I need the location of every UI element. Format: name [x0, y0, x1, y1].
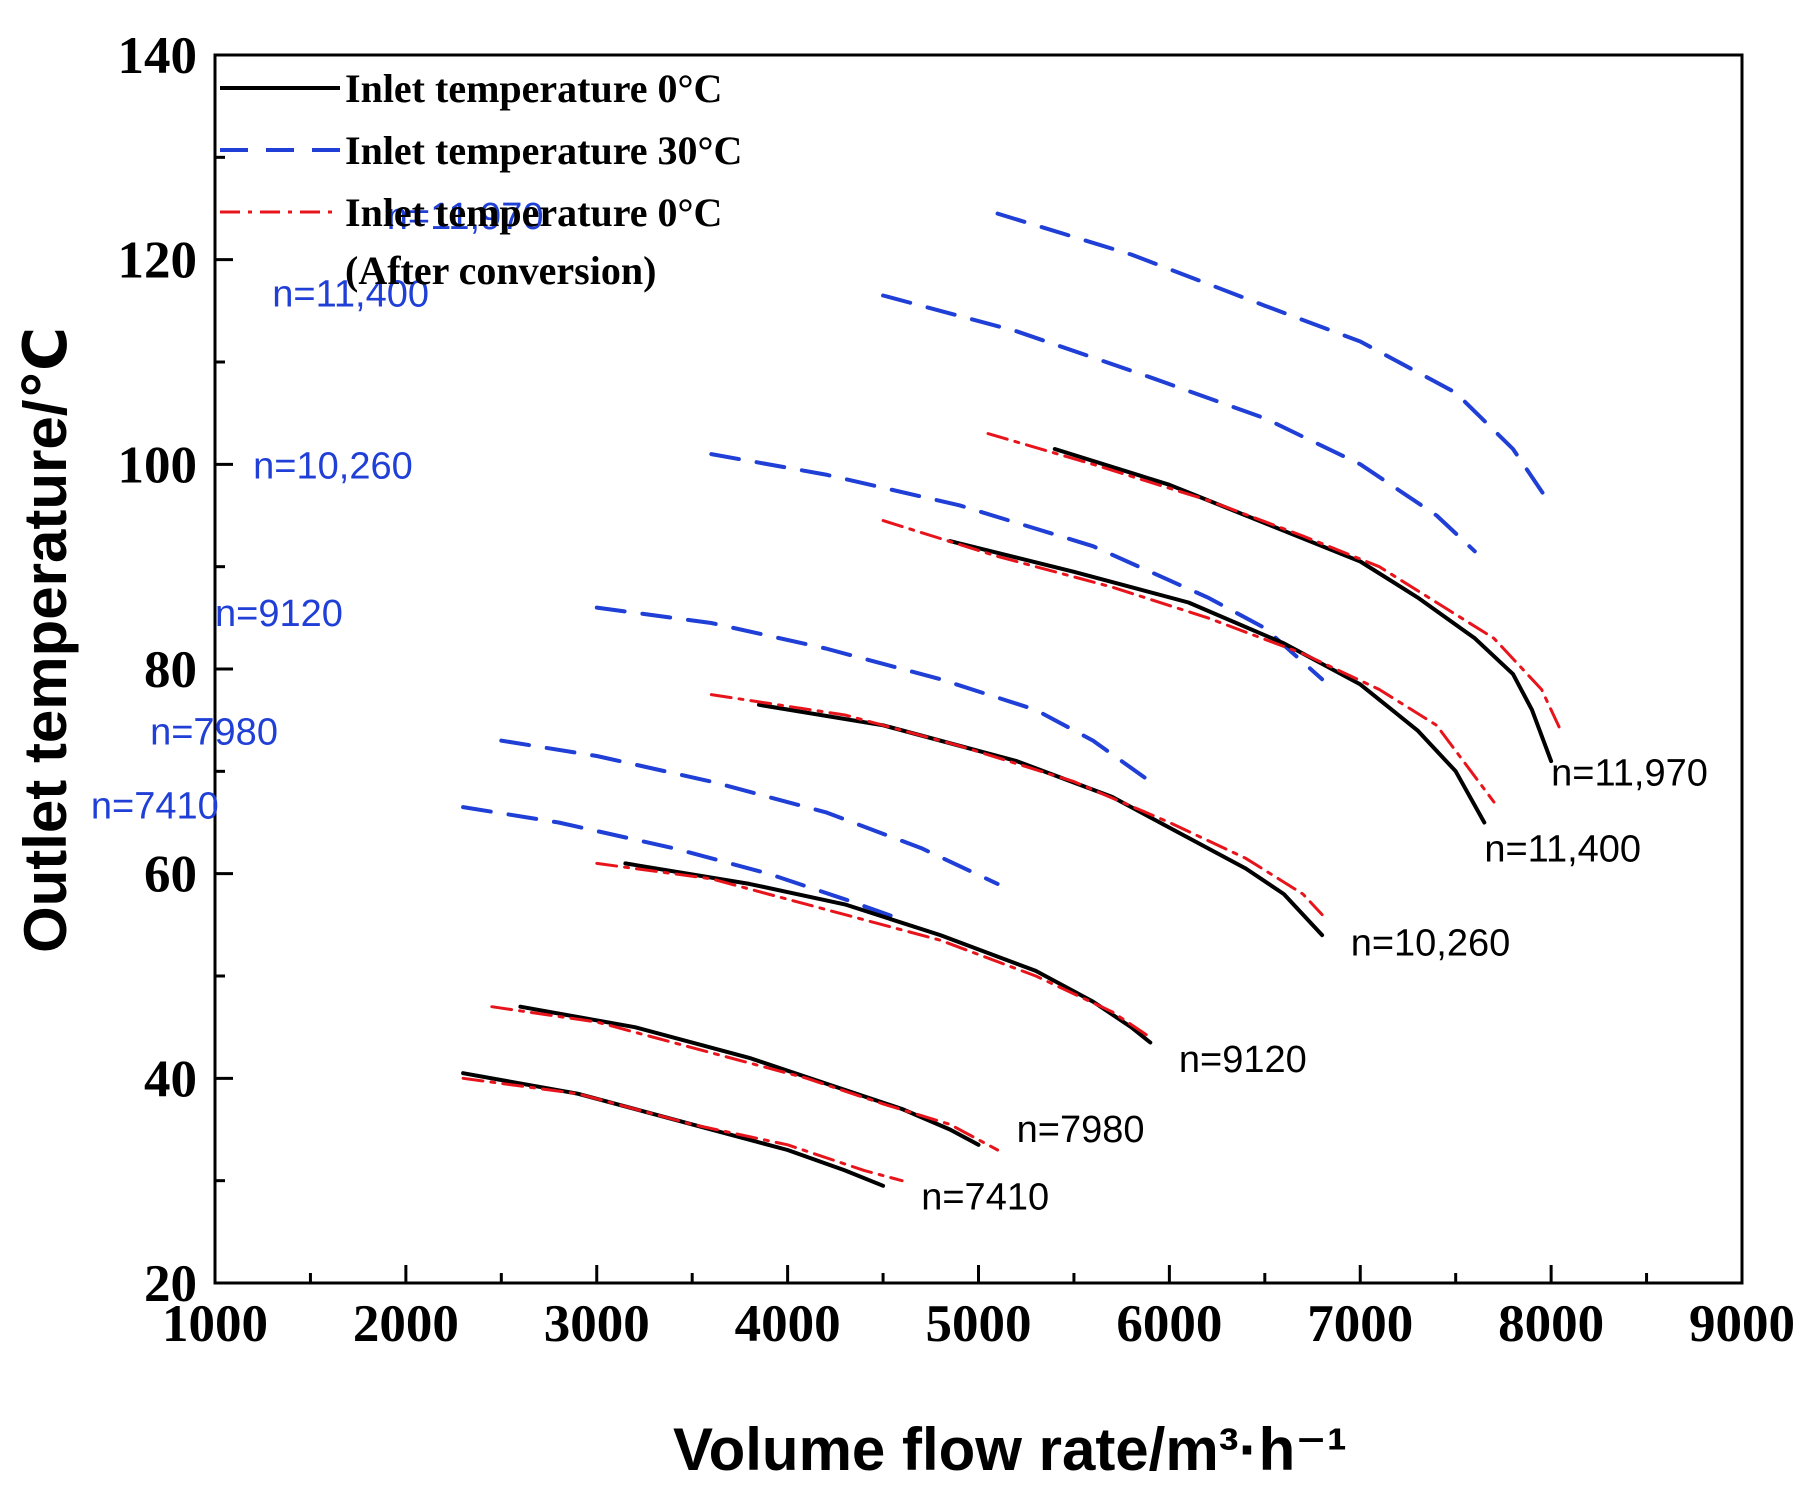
- curve-label-30c-4: n=7980: [150, 712, 278, 754]
- y-tick-label-120: 120: [118, 232, 198, 290]
- legend: Inlet temperature 0°C Inlet temperature …: [220, 66, 742, 293]
- series-0c-conv-4: [490, 1005, 1000, 1152]
- x-tick-label-5000: 5000: [926, 1295, 1032, 1353]
- series-0c-5: [461, 1071, 886, 1188]
- series-0c-3: [623, 861, 1153, 1045]
- series-0c-conv-5: [461, 1076, 904, 1183]
- legend-label-2-line2: (After conversion): [345, 248, 656, 293]
- x-tick-label-9000: 9000: [1689, 1295, 1795, 1353]
- curve-labels: n=11,970 n=11,400 n=10,260 n=9120 n=7980 n=74…: [91, 196, 1708, 1218]
- series-0c-0: [1052, 447, 1554, 764]
- curve-label-30c-3: n=9120: [215, 593, 343, 635]
- curve-label-0c-11: n=7410: [921, 1176, 1049, 1218]
- series-30c-1: [881, 293, 1477, 554]
- x-tick-label-1000: 1000: [162, 1295, 268, 1353]
- series-30c-0: [995, 211, 1554, 508]
- x-axis-title: Volume flow rate/m³·h⁻¹: [673, 1416, 1347, 1483]
- series-0c-4: [518, 1004, 981, 1147]
- series-30c-4: [499, 738, 1000, 886]
- x-tick-label-2000: 2000: [353, 1295, 459, 1353]
- legend-label-1: Inlet temperature 30°C: [345, 128, 742, 173]
- axes: 1000 2000 3000 4000 5000 6000 7000 8000 9000 20 40…: [118, 27, 1796, 1353]
- series-0c-conv-2: [709, 693, 1324, 917]
- y-tick-label-140: 140: [118, 27, 198, 85]
- curve-label-0c-10: n=7980: [1017, 1109, 1145, 1151]
- curve-label-0c-7: n=11,400: [1484, 828, 1641, 870]
- series-0c-conv-3: [595, 861, 1152, 1039]
- series-30c-3: [594, 605, 1153, 784]
- y-axis-title: Outlet temperature/℃: [12, 327, 79, 953]
- x-tick-label-7000: 7000: [1307, 1295, 1413, 1353]
- legend-label-2: Inlet temperature 0°C: [345, 190, 722, 235]
- curve-label-0c-6: n=11,970: [1551, 753, 1708, 795]
- y-tick-label-80: 80: [144, 641, 197, 699]
- series-30c-2: [709, 452, 1325, 682]
- x-tick-label-3000: 3000: [544, 1295, 650, 1353]
- y-tick-label-20: 20: [144, 1255, 197, 1313]
- x-tick-label-8000: 8000: [1498, 1295, 1604, 1353]
- series-0c-2: [757, 702, 1325, 938]
- series-0c-1: [947, 539, 1487, 825]
- series-0c-conv-0: [986, 432, 1563, 732]
- curve-label-30c-0: n=11,970: [387, 196, 544, 238]
- y-tick-label-40: 40: [144, 1050, 197, 1108]
- curve-label-30c-5: n=7410: [91, 785, 219, 827]
- y-tick-label-60: 60: [144, 846, 197, 904]
- curve-label-30c-1: n=11,400: [272, 274, 429, 316]
- plot-frame: [213, 53, 1744, 1285]
- curve-label-0c-9: n=9120: [1179, 1039, 1307, 1081]
- x-tick-label-4000: 4000: [735, 1295, 841, 1353]
- x-tick-label-6000: 6000: [1116, 1295, 1222, 1353]
- curve-label-0c-8: n=10,260: [1351, 923, 1511, 965]
- curve-label-30c-2: n=10,260: [253, 446, 413, 488]
- series-0c-conv-1: [881, 519, 1496, 804]
- y-tick-label-100: 100: [118, 436, 198, 494]
- legend-label-0: Inlet temperature 0°C: [345, 66, 722, 111]
- curves: [461, 211, 1563, 1188]
